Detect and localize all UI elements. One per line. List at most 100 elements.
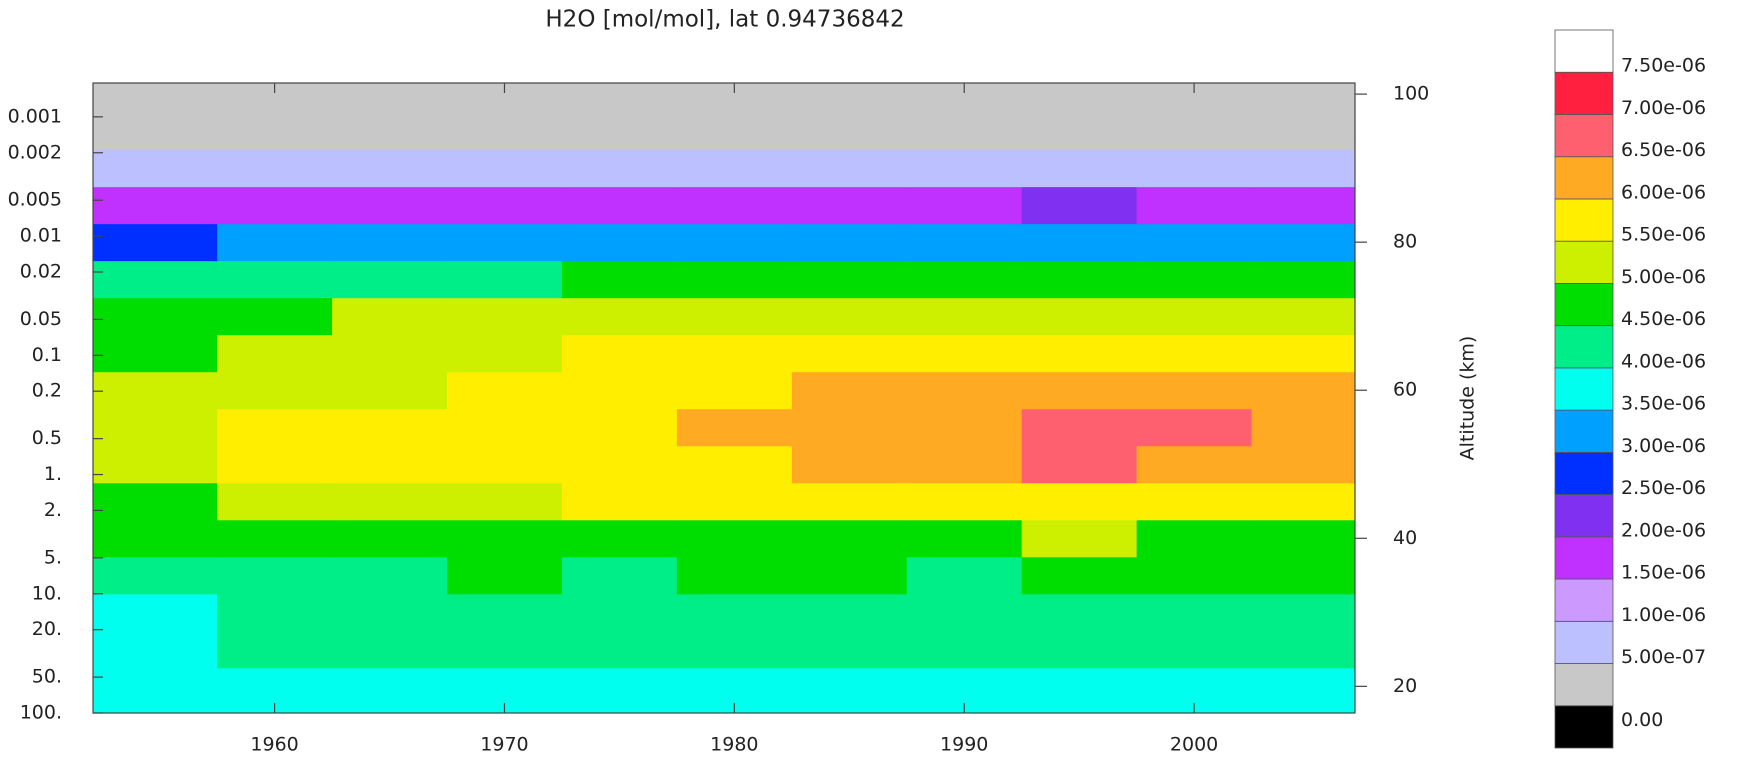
contour-cell xyxy=(447,223,563,262)
contour-cell xyxy=(676,371,793,410)
contour-cell xyxy=(217,223,333,262)
y-tick-label: 1. xyxy=(44,463,62,485)
contour-cell xyxy=(676,630,793,669)
colorbar-label: 5.50e-06 xyxy=(1621,224,1706,246)
contour-cell xyxy=(332,630,448,669)
y-tick-label: 5. xyxy=(44,546,62,568)
contour-cell xyxy=(561,482,678,521)
contour-cell xyxy=(1136,593,1253,632)
contour-cell xyxy=(1136,408,1253,447)
colorbar-box xyxy=(1554,663,1614,707)
colorbar-label: 3.50e-06 xyxy=(1621,393,1706,415)
contour-cell xyxy=(217,112,333,151)
y-tick-label: 2. xyxy=(44,499,62,521)
contour-cell xyxy=(561,371,678,410)
contour-cell xyxy=(93,297,218,336)
colorbar-box xyxy=(1554,536,1614,580)
contour-cell xyxy=(676,445,793,484)
contour-cell xyxy=(676,334,793,373)
contour-cell xyxy=(791,83,908,114)
y2-tick-label: 20 xyxy=(1393,675,1417,697)
contour-cell xyxy=(561,667,678,714)
colorbar-box xyxy=(1554,71,1614,115)
contour-cell xyxy=(217,593,333,632)
y2-tick-label: 80 xyxy=(1393,231,1417,253)
contour-cell xyxy=(217,482,333,521)
colorbar-label: 6.50e-06 xyxy=(1621,139,1706,161)
contour-cell xyxy=(332,482,448,521)
contour-cell xyxy=(93,83,218,114)
contour-cell xyxy=(1021,445,1138,484)
contour-cell xyxy=(1021,149,1138,188)
x-tick-label: 1990 xyxy=(940,734,988,756)
contour-cell xyxy=(217,519,333,558)
contour-cell xyxy=(447,334,563,373)
colorbar-box xyxy=(1554,494,1614,538)
contour-cell xyxy=(906,260,1023,299)
contour-cell xyxy=(1136,334,1253,373)
contour-cell xyxy=(1251,297,1356,336)
contour-cell xyxy=(1021,408,1138,447)
colorbar-box xyxy=(1554,325,1614,369)
contour-cell xyxy=(676,593,793,632)
contour-cell xyxy=(447,630,563,669)
contour-cell xyxy=(447,519,563,558)
contour-cell xyxy=(1021,334,1138,373)
contour-cell xyxy=(447,593,563,632)
contour-cell xyxy=(791,408,908,447)
contour-cell xyxy=(447,260,563,299)
contour-cell xyxy=(447,445,563,484)
contour-cell xyxy=(561,297,678,336)
contour-cell xyxy=(1136,112,1253,151)
colorbar-box xyxy=(1554,578,1614,622)
colorbar-box xyxy=(1554,705,1614,749)
contour-cell xyxy=(93,630,218,669)
contour-cell xyxy=(447,556,563,595)
contour-cell xyxy=(791,334,908,373)
contour-cell xyxy=(93,371,218,410)
contour-cell xyxy=(1021,112,1138,151)
contour-cell xyxy=(1136,260,1253,299)
y-tick-label: 0.01 xyxy=(20,225,62,247)
x-tick-label: 2000 xyxy=(1170,734,1218,756)
contour-cell xyxy=(561,223,678,262)
contour-cell xyxy=(447,297,563,336)
contour-cell xyxy=(1251,334,1356,373)
contour-cell xyxy=(676,112,793,151)
y-tick-label: 100. xyxy=(20,702,62,724)
colorbar-label: 7.50e-06 xyxy=(1621,55,1706,77)
contour-cell xyxy=(93,519,218,558)
contour-cell xyxy=(1021,223,1138,262)
plot-frame xyxy=(92,82,1356,714)
colorbar-box xyxy=(1554,620,1614,664)
contour-cell xyxy=(447,371,563,410)
contour-cell xyxy=(1251,482,1356,521)
contour-cell xyxy=(332,667,448,714)
contour-cell xyxy=(906,519,1023,558)
colorbar-box xyxy=(1554,29,1614,73)
contour-cell xyxy=(1136,371,1253,410)
contour-cell xyxy=(1021,297,1138,336)
chart-title: H2O [mol/mol], lat 0.94736842 xyxy=(545,7,904,33)
contour-cell xyxy=(561,186,678,225)
contour-cell xyxy=(1251,593,1356,632)
contour-cell xyxy=(447,186,563,225)
colorbar-box xyxy=(1554,114,1614,158)
colorbar-box xyxy=(1554,156,1614,200)
contour-cell xyxy=(217,630,333,669)
contour-field xyxy=(93,83,1356,714)
colorbar-box xyxy=(1554,240,1614,284)
contour-cell xyxy=(1136,556,1253,595)
y-tick-label: 0.002 xyxy=(8,141,62,163)
y-tick-label: 0.5 xyxy=(32,427,62,449)
colorbar-label: 1.50e-06 xyxy=(1621,562,1706,584)
contour-cell xyxy=(332,186,448,225)
contour-cell xyxy=(906,334,1023,373)
contour-cell xyxy=(447,112,563,151)
contour-cell xyxy=(93,112,218,151)
contour-cell xyxy=(676,149,793,188)
contour-cell xyxy=(1251,83,1356,114)
contour-cell xyxy=(791,223,908,262)
colorbar-label: 6.00e-06 xyxy=(1621,181,1706,203)
contour-cell xyxy=(561,630,678,669)
